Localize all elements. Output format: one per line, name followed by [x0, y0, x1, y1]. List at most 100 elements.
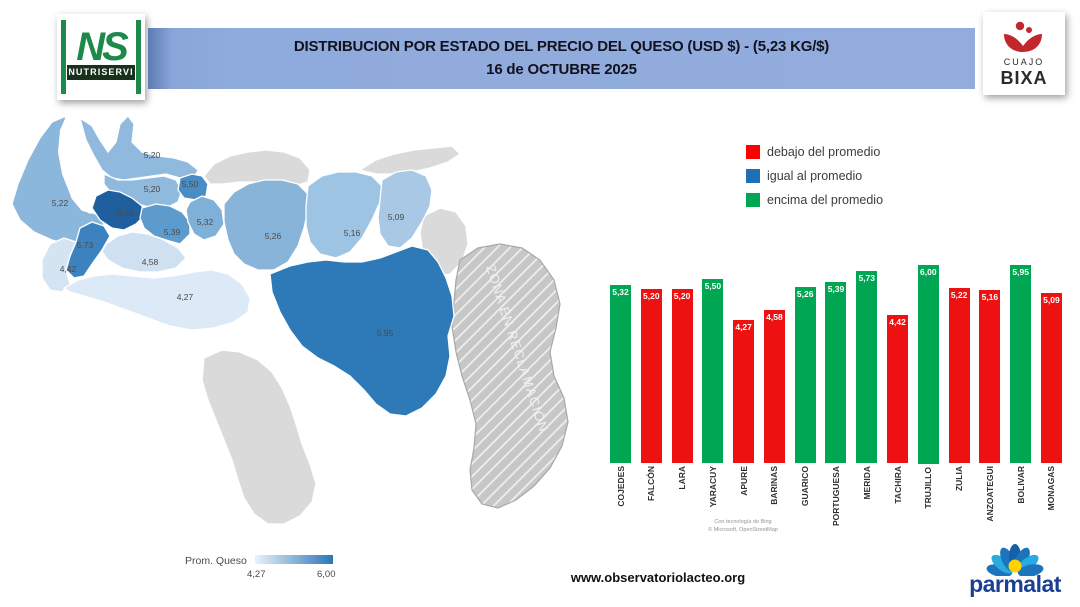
- bar-value-label: 4,27: [735, 322, 752, 332]
- map-value-trujillo: 6,00: [117, 208, 134, 218]
- map-value-merida: 5,73: [77, 240, 94, 250]
- state-area-portuguesa[interactable]: [139, 203, 191, 245]
- green-bar-right: [136, 20, 141, 94]
- green-bar-left: [61, 20, 66, 94]
- state-area-barinas[interactable]: [101, 231, 187, 273]
- chart-column: 5,22 ZULIA: [948, 265, 970, 527]
- legend-item-below[interactable]: debajo del promedio: [746, 140, 996, 164]
- bar-category-text: BOLIVAR: [1015, 466, 1026, 504]
- bar-category-text: APURE: [738, 466, 749, 496]
- bar-value-label: 5,50: [704, 280, 722, 291]
- chart-column: 5,39 PORTUGUESA: [825, 265, 847, 527]
- map-color-scale: Prom. Queso 4,27 6,00: [185, 553, 360, 587]
- state-area-falcon[interactable]: [78, 115, 199, 181]
- legend-item-equal[interactable]: igual al promedio: [746, 164, 996, 188]
- bar[interactable]: 4,58: [763, 309, 785, 463]
- state-area-cojedes[interactable]: [185, 195, 225, 241]
- map-value-bolivar: 5,95: [377, 328, 394, 338]
- bar[interactable]: 5,39: [825, 282, 847, 463]
- bar-category-text: ANZOATEGUI: [984, 466, 995, 522]
- bar-value-label: 5,09: [1043, 294, 1060, 305]
- state-area-central-coast[interactable]: [203, 149, 311, 187]
- state-area-bolivar[interactable]: [269, 245, 455, 417]
- bar-category-label: MERIDA: [856, 463, 877, 527]
- legend-item-above[interactable]: encima del promedio: [746, 188, 996, 212]
- bar-category-label: ANZOATEGUI: [979, 463, 1000, 527]
- map-value-tachira: 4,42: [60, 264, 77, 274]
- bar-category-text: MONAGAS: [1046, 466, 1057, 511]
- map-value-apure: 4,27: [177, 292, 194, 302]
- parmalat-logo: parmalat: [960, 538, 1070, 600]
- bar-value-label: 5,20: [673, 290, 691, 301]
- bar-category-label: ZULIA: [949, 463, 970, 527]
- map-value-falcon: 5,20: [144, 150, 161, 160]
- bar-category-text: YARACUY: [707, 466, 718, 508]
- bar-chart-plot[interactable]: 5,32 COJEDES 5,20 FALCÓN 5,20 LARA 5,50 YARACUY…: [610, 265, 1062, 527]
- website-url[interactable]: www.observatoriolacteo.org: [570, 570, 746, 585]
- venezuela-choropleth-map[interactable]: ZONA EN RECLAMACIÓN 5,22 5,20 5,20 5,50 …: [8, 112, 608, 544]
- map-scale-max: 6,00: [317, 569, 336, 580]
- bar-value-label: 6,00: [920, 267, 937, 277]
- chart-column: 6,00 TRUJILLO: [917, 265, 939, 527]
- bar-value-label: 5,39: [827, 284, 845, 295]
- bar-value-label: 5,95: [1012, 267, 1029, 277]
- legend-label-above: encima del promedio: [767, 193, 884, 207]
- bar-value-label: 5,20: [643, 290, 660, 301]
- map-value-guarico: 5,26: [265, 231, 282, 241]
- chart-column: 4,27 APURE: [733, 265, 755, 527]
- bar[interactable]: 5,16: [979, 290, 1001, 463]
- bar[interactable]: 4,27: [733, 320, 755, 463]
- bar[interactable]: 5,73: [856, 271, 878, 463]
- chart-column: 5,20 LARA: [671, 265, 693, 527]
- chart-column: 5,09 MONAGAS: [1040, 265, 1062, 527]
- disputed-zone-area[interactable]: [451, 243, 569, 509]
- bar-value-label: 5,73: [858, 273, 876, 283]
- map-value-portuguesa: 5,39: [164, 227, 181, 237]
- bar[interactable]: 5,09: [1040, 292, 1062, 463]
- bar[interactable]: 6,00: [917, 265, 939, 464]
- chart-column: 4,42 TACHIRA: [887, 265, 909, 527]
- state-area-apure[interactable]: [62, 269, 251, 331]
- bar[interactable]: 5,32: [610, 284, 631, 463]
- bar[interactable]: 5,20: [671, 288, 693, 463]
- bixa-line-1: CUAJO: [1003, 57, 1045, 67]
- page-title-line-2: 16 de OCTUBRE 2025: [486, 61, 637, 78]
- chart-legend: debajo del promedio igual al promedio en…: [746, 140, 996, 212]
- bar-category-label: MONAGAS: [1041, 463, 1062, 527]
- bar[interactable]: 5,22: [948, 288, 970, 463]
- map-value-lara: 5,20: [144, 184, 161, 194]
- nutriservi-logo-inner: NS NUTRISERVI: [61, 18, 141, 96]
- map-value-anzoategui: 5,16: [344, 228, 361, 238]
- bar-category-text: LARA: [677, 466, 688, 490]
- legend-swatch-equal: [746, 169, 760, 183]
- bar[interactable]: 5,95: [1010, 265, 1032, 464]
- chart-column: 5,26 GUARICO: [794, 265, 816, 527]
- state-area-monagas[interactable]: [377, 169, 433, 249]
- lake-maracaibo-water: [58, 112, 96, 214]
- bixa-flower-icon: [1004, 21, 1042, 52]
- bar-category-text: BARINAS: [769, 466, 780, 505]
- legend-label-equal: igual al promedio: [767, 169, 863, 183]
- bar-category-text: MERIDA: [861, 466, 872, 500]
- bar-category-label: TACHIRA: [887, 463, 908, 527]
- nutriservi-monogram: NS: [76, 25, 129, 69]
- state-area-anzoategui[interactable]: [305, 171, 383, 259]
- nutriservi-logo: NS NUTRISERVI: [57, 14, 145, 100]
- state-area-amazonas[interactable]: [201, 349, 317, 525]
- cuajo-bixa-logo: CUAJO BIXA: [983, 12, 1065, 95]
- bar[interactable]: 5,50: [702, 278, 724, 463]
- bixa-line-2: BIXA: [1000, 68, 1048, 88]
- legend-swatch-below: [746, 145, 760, 159]
- parmalat-wordmark: parmalat: [969, 571, 1061, 597]
- bar[interactable]: 4,42: [887, 314, 909, 463]
- bar-category-text: FALCÓN: [646, 466, 657, 501]
- map-attribution-line-2: © Microsoft, OpenStreetMap: [708, 527, 778, 533]
- state-area-trujillo[interactable]: [91, 189, 145, 231]
- state-area-yaracuy[interactable]: [177, 173, 209, 201]
- legend-swatch-above: [746, 193, 760, 207]
- state-area-guarico[interactable]: [223, 179, 309, 271]
- map-value-monagas: 5,09: [388, 212, 405, 222]
- bar[interactable]: 5,20: [640, 288, 662, 463]
- bar[interactable]: 5,26: [794, 286, 816, 463]
